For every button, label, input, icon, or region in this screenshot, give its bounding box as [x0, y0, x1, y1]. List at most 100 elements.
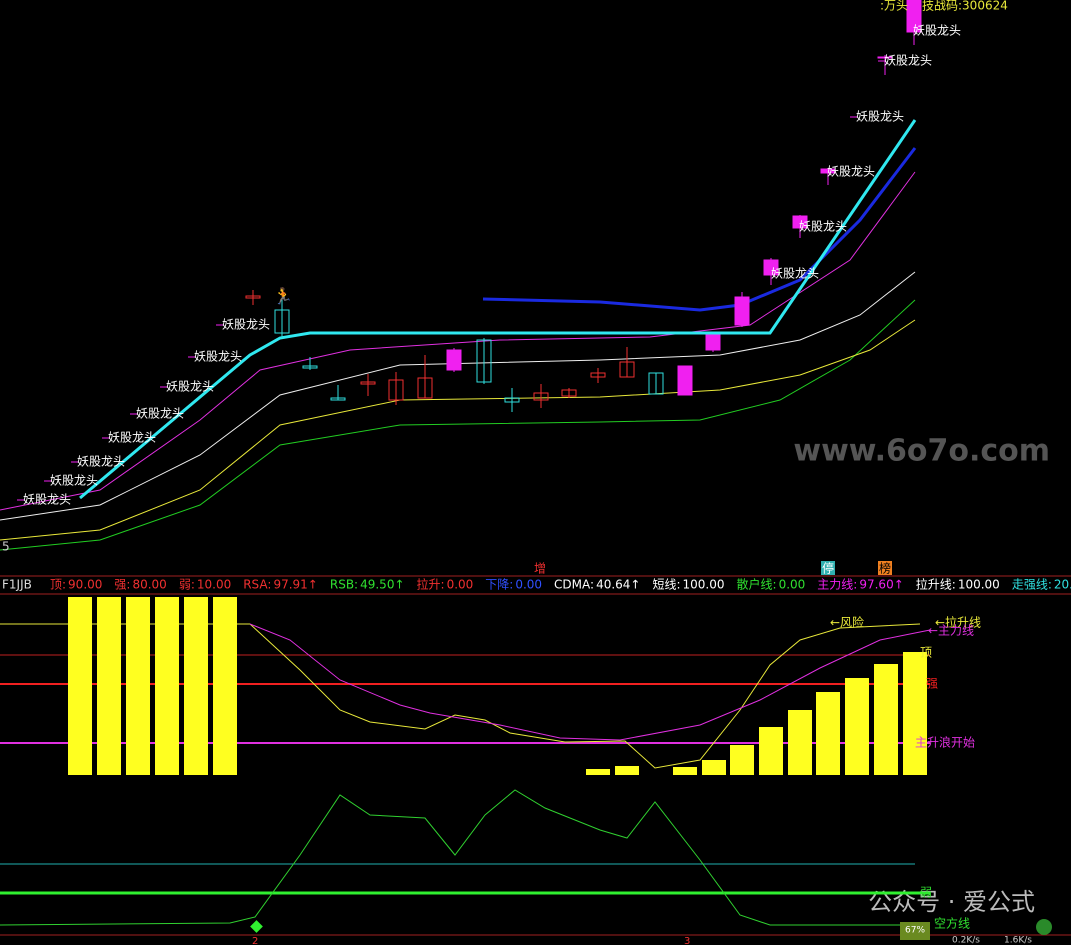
volume-bar — [126, 597, 150, 775]
curve — [249, 623, 931, 741]
annotation: 妖股龙头 — [913, 24, 961, 38]
annotation: 妖股龙头 — [827, 165, 875, 179]
candle-body — [677, 365, 693, 396]
candle-body — [763, 259, 779, 276]
cpu: 67% — [905, 926, 925, 936]
candle-body — [648, 372, 664, 395]
candle-body — [590, 372, 606, 378]
indicator-label: 顶: — [50, 578, 66, 592]
volume-bar — [155, 597, 179, 775]
volume-bar — [586, 769, 610, 775]
marker-box — [821, 561, 835, 575]
indicator-value: 100.00 — [958, 578, 1000, 592]
panel-label: ←风险 — [830, 615, 864, 630]
indicator-value: 40.64↑ — [596, 578, 640, 592]
candle-body — [245, 295, 261, 299]
candle-body — [734, 296, 750, 326]
indicator-value: 80.00 — [132, 578, 166, 592]
candle-body — [302, 365, 318, 369]
indicator-label: RSA: — [243, 578, 271, 592]
band-line — [0, 271, 916, 521]
panel-label: ←拉升线 — [935, 615, 981, 630]
band-line — [0, 171, 916, 511]
panel-label: 主升浪开始 — [915, 735, 975, 750]
indicator-value: 97.91↑ — [273, 578, 317, 592]
annotation: 妖股龙头 — [194, 350, 242, 364]
candle-body — [360, 381, 376, 385]
annotation: 妖股龙头 — [23, 493, 71, 507]
candle-body — [533, 392, 549, 401]
band-line — [0, 319, 916, 541]
indicator-value: 20.00 — [1054, 578, 1071, 592]
candle-body — [274, 309, 290, 334]
scale-mark: 5 — [2, 540, 10, 554]
volume-bar — [730, 745, 754, 775]
indicator-value: 0.00 — [779, 578, 806, 592]
indicator-label: 拉升: — [417, 577, 445, 592]
volume-bar — [702, 760, 726, 775]
axis-mark: 2 — [252, 936, 258, 945]
indicator-label: 下降: — [485, 578, 513, 592]
candle-body — [417, 377, 433, 399]
annotation: 妖股龙头 — [856, 110, 904, 124]
indicator-label: 散户线: — [737, 577, 777, 592]
annotation: 妖股龙头 — [136, 407, 184, 421]
indicator-name: F1JJB — [2, 578, 32, 592]
volume-bar — [845, 678, 869, 775]
candle-body — [561, 389, 577, 397]
indicator-value: 0.00 — [447, 578, 474, 592]
candle-body — [820, 168, 836, 174]
panel-label: 弱 — [920, 886, 932, 900]
band-line — [0, 299, 916, 551]
annotation: 妖股龙头 — [50, 474, 98, 488]
annotation: 妖股龙头 — [884, 54, 932, 68]
panel-label: 强 — [926, 677, 938, 691]
candle-body — [619, 361, 635, 378]
speed: 0.2K/s — [952, 936, 980, 945]
candle-body — [906, 0, 922, 33]
candle-body — [705, 334, 721, 351]
signal-diamond — [250, 920, 263, 933]
candle-body — [476, 339, 492, 383]
candle-body — [446, 349, 462, 371]
curve — [249, 623, 921, 769]
speed: 1.6K/s — [1004, 936, 1032, 945]
indicator-label: 短线: — [652, 578, 680, 592]
annotation: 妖股龙头 — [799, 220, 847, 234]
add-button[interactable] — [1036, 919, 1052, 935]
volume-bar — [184, 597, 208, 775]
candle-body — [388, 379, 404, 401]
header-text: 技战码:300624 — [922, 0, 1008, 13]
indicator-label: 弱: — [179, 578, 195, 592]
volume-bar — [788, 710, 812, 775]
indicator-label: RSB: — [330, 578, 358, 592]
header-text: :万头 — [880, 0, 908, 13]
runner-icon: 🏃 — [273, 287, 293, 306]
marker: 增 — [534, 562, 546, 576]
volume-bar — [816, 692, 840, 775]
panel-label: ←主力线 — [928, 624, 974, 638]
volume-bar — [874, 664, 898, 775]
trend-line — [79, 119, 917, 500]
candle-body — [792, 215, 808, 229]
indicator-value: 10.00 — [197, 578, 231, 592]
volume-bar — [759, 727, 783, 775]
status-box — [900, 922, 930, 940]
indicator-value: 90.00 — [68, 578, 102, 592]
marker-box — [878, 561, 892, 575]
marker: 停 — [822, 561, 834, 576]
indicator-value: 97.60↑ — [859, 578, 903, 592]
annotation: 妖股龙头 — [108, 431, 156, 445]
volume-bar — [903, 652, 927, 775]
annotation: 妖股龙头 — [77, 455, 125, 469]
panel-label: 空方线 — [934, 916, 970, 931]
annotation: 妖股龙头 — [222, 318, 270, 332]
marker: 榜 — [879, 561, 891, 576]
volume-bar — [97, 597, 121, 775]
indicator-label: 强: — [114, 578, 130, 592]
candle-body — [330, 397, 346, 401]
indicator-value: 0.00 — [515, 578, 542, 592]
annotation: 妖股龙头 — [166, 380, 214, 394]
